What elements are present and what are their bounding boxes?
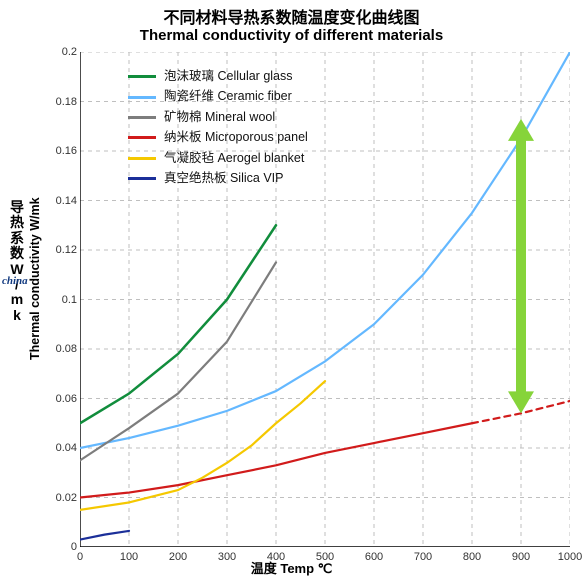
xtick-label: 0 [77,551,83,563]
xtick-label: 1000 [558,551,582,563]
legend-swatch [128,96,156,99]
y-axis-label-cn: 导热系数 W/mk [10,200,24,323]
legend-swatch [128,116,156,119]
ytick-label: 0.18 [37,96,77,108]
legend-swatch [128,177,156,180]
legend-label: 陶瓷纤维 Ceramic fiber [164,87,292,106]
legend-swatch [128,75,156,78]
xtick-label: 500 [316,551,334,563]
xtick-label: 700 [414,551,432,563]
legend: 泡沫玻璃 Cellular glass陶瓷纤维 Ceramic fiber 矿物棉… [128,66,308,189]
ytick-label: 0.1 [37,294,77,306]
ytick-label: 0.2 [37,46,77,58]
legend-item-ceramic_fiber: 陶瓷纤维 Ceramic fiber [128,87,308,106]
chart-title-cn: 不同材料导热系数随温度变化曲线图 [0,10,583,28]
legend-item-microporous_panel: 纳米板 Microporous panel [128,128,308,147]
legend-item-aerogel_blanket: 气凝胶毡 Aerogel blanket [128,149,308,168]
legend-label: 泡沫玻璃 Cellular glass [164,67,293,86]
xtick-label: 800 [463,551,481,563]
xtick-label: 400 [267,551,285,563]
ytick-label: 0.12 [37,244,77,256]
chart-title-en: Thermal conductivity of different materi… [0,28,583,45]
watermark: china [2,275,28,287]
legend-item-silica_vip: 真空绝热板 Silica VIP [128,169,308,188]
y-axis-label-en: Thermal conductivity W/mk [28,197,42,360]
legend-item-mineral_wool: 矿物棉 Mineral wool [128,108,308,127]
xtick-label: 900 [512,551,530,563]
ytick-label: 0 [37,541,77,553]
legend-item-cellular_glass: 泡沫玻璃 Cellular glass [128,67,308,86]
xtick-label: 200 [169,551,187,563]
legend-label: 纳米板 Microporous panel [164,128,308,147]
legend-swatch [128,136,156,139]
xtick-label: 100 [120,551,138,563]
x-axis-label: 温度 Temp ℃ [0,558,583,577]
ytick-label: 0.08 [37,343,77,355]
ytick-label: 0.02 [37,492,77,504]
xtick-label: 300 [218,551,236,563]
arrow-shaft [516,134,526,398]
ytick-label: 0.14 [37,195,77,207]
legend-label: 矿物棉 Mineral wool [164,108,275,127]
ytick-label: 0.06 [37,393,77,405]
legend-label: 气凝胶毡 Aerogel blanket [164,149,304,168]
xtick-label: 600 [365,551,383,563]
legend-label: 真空绝热板 Silica VIP [164,169,283,188]
ytick-label: 0.04 [37,442,77,454]
legend-swatch [128,157,156,160]
ytick-label: 0.16 [37,145,77,157]
